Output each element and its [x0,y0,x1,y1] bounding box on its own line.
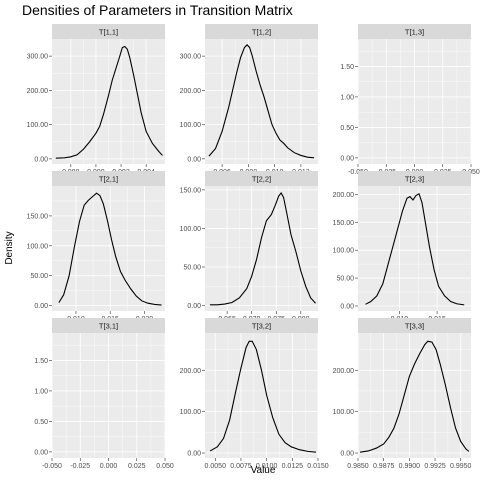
y-tick-label: 100.00 [27,122,49,129]
facet-panel: T[1,2]0.0060.0080.0100.0120.00100.00200.… [180,24,318,176]
density-curve [55,45,163,159]
chart-title: Densities of Parameters in Transition Ma… [22,2,293,18]
y-tick-label: 1.00 [34,388,48,395]
x-tick-label: 0.050 [156,463,174,470]
x-tick-label: 0.025 [128,463,146,470]
panel-background [52,186,165,311]
facet-panel: T[1,1]0.9880.9900.9920.9940.00100.00200.… [27,24,165,176]
x-tick-label: 0.9925 [424,463,446,470]
y-tick-label: 1.00 [340,94,354,101]
facet-panel: T[1,3]-0.050-0.0250.0000.0250.0500.000.5… [340,24,480,176]
x-tick-label: 0.9950 [450,463,472,470]
facet-panel: T[2,3]0.0100.0150.0050.00100.00150.00200… [333,171,471,323]
facet-label: T[1,3] [405,28,424,37]
y-tick-label: 150.00 [180,187,202,194]
y-tick-label: 300.00 [27,54,49,61]
facet-strip [358,171,471,186]
facet-strip [52,318,165,333]
panel-background [205,186,318,311]
x-tick-label: 0.0100 [256,463,278,470]
y-tick-label: 50.00 [30,273,48,280]
y-tick-label: 0.00 [340,155,354,162]
y-tick-label: 0.00 [34,449,48,456]
y-tick-label: 200.00 [333,368,355,375]
x-tick-label: -0.025 [70,463,90,470]
y-tick-label: 0.00 [340,303,354,310]
density-curve [365,193,465,306]
facet-strip [358,24,471,39]
y-tick-label: 1.50 [340,64,354,71]
y-tick-label: 200.00 [180,368,202,375]
x-tick-label: 0.9875 [373,463,395,470]
y-tick-label: 200.00 [27,88,49,95]
y-tick-label: 100.00 [333,409,355,416]
y-tick-label: 200.00 [180,88,202,95]
panel-background [358,186,471,311]
facet-strip [205,24,318,39]
facet-strip [52,24,165,39]
y-tick-label: 0.50 [340,125,354,132]
facet-label: T[3,3] [405,322,424,331]
density-curve [208,44,315,159]
y-tick-label: 100.00 [180,409,202,416]
x-tick-label: -0.050 [42,463,62,470]
facet-panel: T[3,2] 0.0050 0.0075 0.0100 0.0125 0.0150 0.00… [180,318,329,470]
y-tick-label: 0.00 [187,303,201,310]
y-tick-label: 200.00 [333,192,355,199]
x-tick-label: 0.9900 [399,463,421,470]
facet-label: T[2,2] [252,175,271,184]
y-tick-label: 0.50 [34,419,48,426]
facet-label: T[2,1] [99,175,118,184]
panel-background [358,333,471,458]
y-tick-label: 100.00 [180,226,202,233]
facet-panel: T[2,2]0.9650.9700.9750.9800.0050.00100.0… [180,171,318,323]
y-tick-label: 100.00 [27,243,49,250]
facet-panel: T[3,1] -0.050 -0.025 0.000 0.025 0.050 0.00 0.5… [34,318,174,470]
facet-strip [52,171,165,186]
facet-label: T[1,2] [252,28,271,37]
density-curve [209,191,316,306]
y-tick-label: 0.00 [34,156,48,163]
facet-label: T[3,1] [99,322,118,331]
y-tick-label: 150.00 [27,213,49,220]
facet-label: T[2,3] [405,175,424,184]
y-tick-label: 1.50 [34,358,48,365]
x-tick-label: 0.0150 [307,463,329,470]
facet-label: T[1,1] [99,28,118,37]
y-tick-label: 50.00 [183,265,201,272]
density-curve [58,192,162,306]
x-tick-label: 0.0125 [282,463,304,470]
x-tick-label: 0.050 [462,169,480,176]
y-tick-label: 100.00 [180,122,202,129]
y-tick-label: 150.00 [333,220,355,227]
x-axis-title: Value [251,465,276,476]
y-tick-label: 100.00 [333,248,355,255]
panel-background [205,333,318,458]
facet-strip [205,171,318,186]
facet-label: T[3,2] [252,322,271,331]
y-tick-label: 0.00 [34,303,48,310]
y-tick-label: 0.00 [187,156,201,163]
facet-strip [205,318,318,333]
y-tick-label: 50.00 [336,276,354,283]
facet-panels: T[1,1]0.9880.9900.9920.9940.00100.00200.… [27,24,480,470]
x-tick-label: 0.000 [100,463,118,470]
y-tick-label: 0.00 [187,451,201,458]
x-tick-label: 0.9850 [347,463,369,470]
x-tick-label: 0.0050 [205,463,227,470]
y-axis-title: Density [4,231,15,264]
x-tick-label: 0.0075 [230,463,252,470]
y-tick-label: 300.00 [180,54,202,61]
y-tick-label: 0.00 [340,451,354,458]
density-curve [209,340,317,453]
facet-panel: T[3,3] 0.9850 0.9875 0.9900 0.9925 0.9950 0.00… [333,318,472,470]
facet-strip [358,318,471,333]
density-curve [359,340,470,453]
facet-panel: T[2,1]0.0100.0150.0200.0050.00100.00150.… [27,171,165,323]
